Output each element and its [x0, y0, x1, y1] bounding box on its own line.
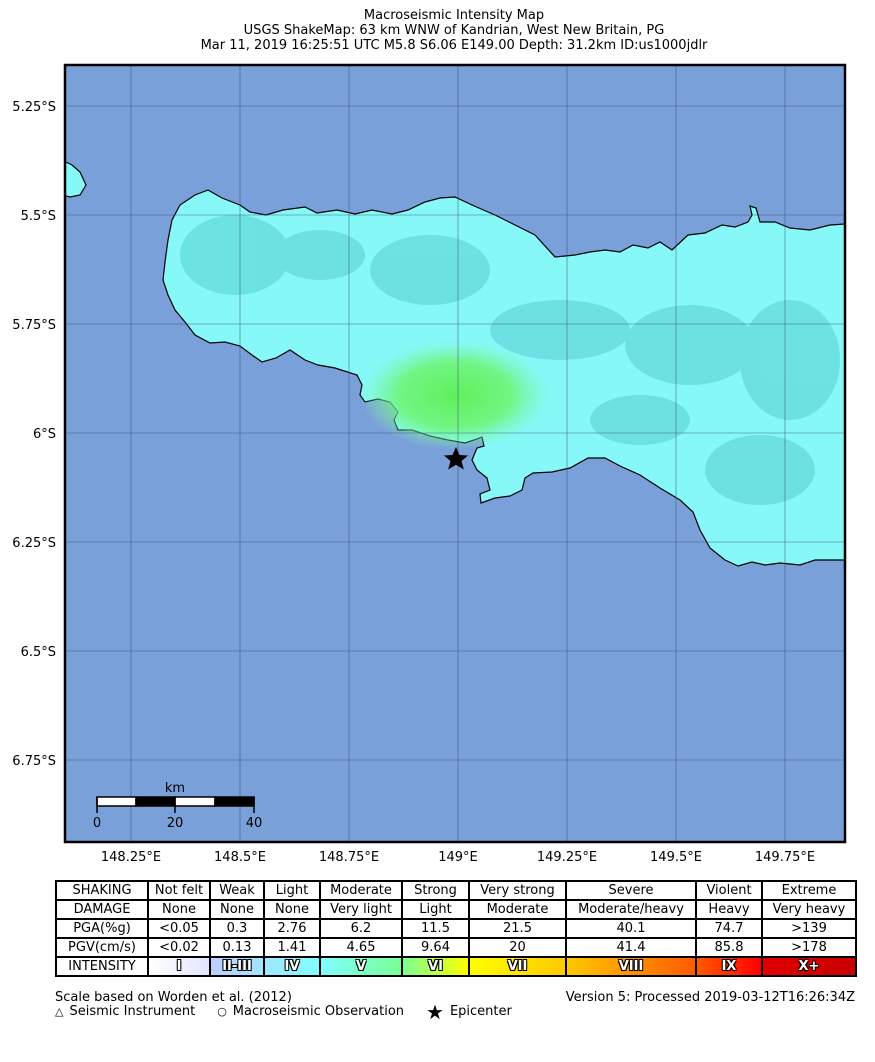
observation-key-label: Macroseismic Observation — [232, 1004, 405, 1019]
shaking-cell: Very strong — [468, 880, 567, 901]
pga-cell: 74.7 — [695, 918, 763, 939]
damage-cell: None — [209, 899, 265, 920]
row-header: DAMAGE — [55, 899, 149, 920]
damage-cell: Very light — [319, 899, 403, 920]
damage-cell: Heavy — [695, 899, 763, 920]
pgv-cell: 1.41 — [263, 937, 321, 958]
scale-tick-label: 0 — [93, 816, 101, 831]
pgv-cell: 85.8 — [695, 937, 763, 958]
shaking-cell: Severe — [565, 880, 697, 901]
damage-cell: Moderate — [468, 899, 567, 920]
latitude-labels: 5.25°S 5.5°S 5.75°S 6°S 6.25°S 6.5°S 6.7… — [12, 100, 56, 769]
lon-label: 148.5°E — [214, 850, 266, 865]
pga-cell: 21.5 — [468, 918, 567, 939]
processing-version: Version 5: Processed 2019-03-12T16:26:34… — [565, 990, 855, 1005]
shaking-cell: Extreme — [761, 880, 857, 901]
circle-icon: ○ — [217, 1005, 227, 1018]
lat-label: 5.75°S — [12, 318, 56, 333]
scale-unit: km — [165, 781, 185, 796]
lon-label: 148.25°E — [101, 850, 161, 865]
lon-label: 149.5°E — [650, 850, 702, 865]
pga-row: PGA(%g) <0.05 0.3 2.76 6.2 11.5 21.5 40.… — [55, 918, 857, 939]
pgv-cell: 4.65 — [319, 937, 403, 958]
pgv-cell: 41.4 — [565, 937, 697, 958]
damage-cell: None — [147, 899, 211, 920]
lon-label: 149.25°E — [537, 850, 597, 865]
lat-label: 6.25°S — [12, 536, 56, 551]
lat-label: 6.75°S — [12, 754, 56, 769]
shaking-cell: Strong — [401, 880, 470, 901]
damage-cell: None — [263, 899, 321, 920]
damage-cell: Very heavy — [761, 899, 857, 920]
damage-cell: Light — [401, 899, 470, 920]
islet-west — [65, 160, 87, 198]
star-icon: ★ — [426, 1000, 444, 1024]
title-line-1: Macroseismic Intensity Map — [363, 8, 545, 23]
terrain-shading — [180, 215, 840, 505]
damage-row: DAMAGE None None None Very light Light M… — [55, 899, 857, 920]
shaking-cell: Violent — [695, 880, 763, 901]
pgv-cell: 20 — [468, 937, 567, 958]
pga-cell: 0.3 — [209, 918, 265, 939]
intensity-cell: IX — [695, 956, 763, 977]
pga-cell: 2.76 — [263, 918, 321, 939]
scale-tick-label: 40 — [246, 816, 263, 831]
intensity-row: INTENSITY I II-III IV V VI VII VIII IX X… — [55, 956, 857, 977]
lat-label: 6.5°S — [21, 645, 56, 660]
shaking-cell: Moderate — [319, 880, 403, 901]
intensity-cell: I — [147, 956, 211, 977]
map-title: Macroseismic Intensity Map USGS ShakeMap… — [0, 8, 875, 53]
title-line-2: USGS ShakeMap: 63 km WNW of Kandrian, We… — [243, 23, 665, 38]
shaking-row: SHAKING Not felt Weak Light Moderate Str… — [55, 880, 857, 901]
pgv-cell: 0.13 — [209, 937, 265, 958]
scale-bar: km 0 20 40 — [93, 781, 262, 831]
row-header: INTENSITY — [55, 956, 149, 977]
symbol-key: △ Seismic Instrument ○ Macroseismic Obse… — [55, 1000, 512, 1024]
damage-cell: Moderate/heavy — [565, 899, 697, 920]
lat-label: 5.5°S — [21, 209, 56, 224]
intensity-cell: II-III — [209, 956, 265, 977]
intensity-legend-table: SHAKING Not felt Weak Light Moderate Str… — [55, 880, 857, 977]
shaking-cell: Weak — [209, 880, 265, 901]
intensity-cell: IV — [263, 956, 321, 977]
lon-label: 148.75°E — [319, 850, 379, 865]
title-line-3: Mar 11, 2019 16:25:51 UTC M5.8 S6.06 E14… — [200, 38, 708, 53]
map-frame — [63, 63, 847, 844]
triangle-icon: △ — [55, 1005, 64, 1018]
epicenter-star — [444, 447, 468, 470]
pga-cell: >139 — [761, 918, 857, 939]
pga-cell: 6.2 — [319, 918, 403, 939]
pga-cell: <0.05 — [147, 918, 211, 939]
pgv-row: PGV(cm/s) <0.02 0.13 1.41 4.65 9.64 20 4… — [55, 937, 857, 958]
intensity-cell: VI — [401, 956, 470, 977]
epicenter-key-label: Epicenter — [449, 1004, 512, 1019]
intensity-cell: VII — [468, 956, 567, 977]
graticule — [65, 65, 845, 842]
shaking-cell: Light — [263, 880, 321, 901]
instrument-key-label: Seismic Instrument — [69, 1004, 196, 1019]
scale-tick-label: 20 — [167, 816, 184, 831]
intensity-cell: V — [319, 956, 403, 977]
pga-cell: 11.5 — [401, 918, 470, 939]
pga-cell: 40.1 — [565, 918, 697, 939]
scale-reference: Scale based on Worden et al. (2012) — [55, 990, 292, 1005]
shaking-cell: Not felt — [147, 880, 211, 901]
row-header: PGA(%g) — [55, 918, 149, 939]
lat-label: 6°S — [33, 427, 56, 442]
row-header: SHAKING — [55, 880, 149, 901]
shakemap-figure: 5.25°S 5.5°S 5.75°S 6°S 6.25°S 6.5°S 6.7… — [12, 63, 847, 865]
row-header: PGV(cm/s) — [55, 937, 149, 958]
longitude-labels: 148.25°E 148.5°E 148.75°E 149°E 149.25°E… — [101, 850, 815, 865]
intensity-cell: VIII — [565, 956, 697, 977]
pgv-cell: <0.02 — [147, 937, 211, 958]
lat-label: 5.25°S — [12, 100, 56, 115]
pgv-cell: >178 — [761, 937, 857, 958]
intensity-cell: X+ — [761, 956, 857, 977]
pgv-cell: 9.64 — [401, 937, 470, 958]
lon-label: 149.75°E — [755, 850, 815, 865]
intensity-v-zone — [360, 340, 550, 450]
lon-label: 149°E — [438, 850, 478, 865]
